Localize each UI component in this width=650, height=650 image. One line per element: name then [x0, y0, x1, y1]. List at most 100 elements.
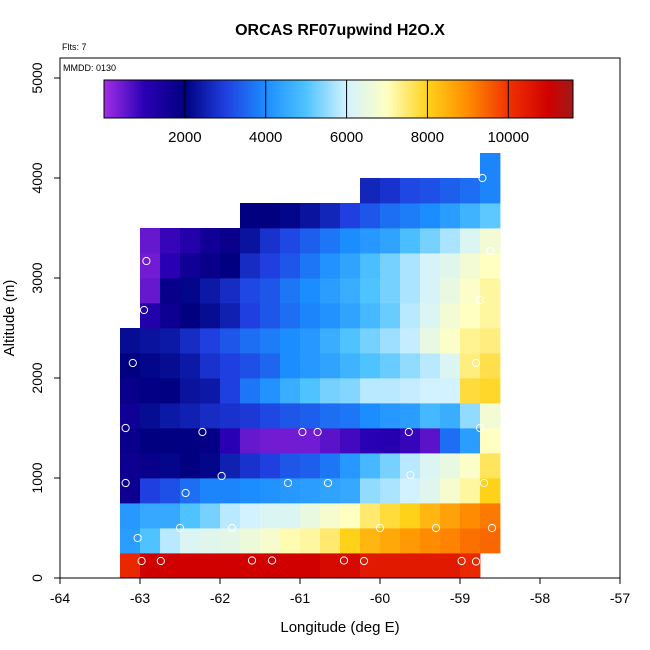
heatmap-cell: [300, 503, 321, 529]
heatmap-cell: [480, 278, 501, 304]
heatmap-cell: [200, 353, 221, 379]
sample-point: [121, 423, 130, 433]
sample-point: [339, 556, 349, 565]
heatmap-cell: [460, 278, 481, 304]
heatmap-cell: [320, 253, 341, 279]
heatmap-cell: [380, 353, 401, 379]
heatmap-cell: [240, 353, 261, 379]
date-annotation: MMDD: 0130: [63, 63, 116, 73]
heatmap-cell: [420, 478, 441, 504]
heatmap-cell: [420, 178, 441, 204]
heatmap-cell: [340, 228, 361, 254]
heatmap-cell: [440, 528, 461, 554]
heatmap-cell: [160, 453, 181, 479]
y-tick-label: 2000: [29, 362, 45, 393]
heatmap-cell: [300, 528, 321, 554]
heatmap-cell: [140, 478, 161, 504]
sample-point: [247, 556, 257, 565]
heatmap-cell: [480, 353, 501, 379]
heatmap-cell: [160, 228, 181, 254]
heatmap-cell: [420, 203, 441, 229]
heatmap-cell: [220, 553, 241, 579]
heatmap-cell: [200, 303, 221, 329]
x-tick-label: -60: [370, 590, 390, 606]
heatmap-cell: [340, 528, 361, 554]
heatmap-cell: [460, 528, 481, 554]
x-tick-label: -58: [530, 590, 550, 606]
colorbar-gradient: [103, 79, 574, 119]
heatmap-cell: [380, 278, 401, 304]
heatmap-cell: [380, 203, 401, 229]
heatmap-cell: [340, 303, 361, 329]
sample-point: [142, 256, 151, 266]
sample-point: [133, 533, 142, 543]
heatmap-cell: [460, 353, 481, 379]
heatmap-cell: [140, 453, 161, 479]
heatmap-cell: [180, 528, 201, 554]
heatmap-cell: [140, 403, 161, 429]
heatmap-cell: [300, 278, 321, 304]
heatmap-cell: [240, 428, 261, 454]
heatmap-cell: [360, 228, 381, 254]
heatmap-cell: [220, 328, 241, 354]
heatmap-cell: [260, 328, 281, 354]
heatmap-cell: [360, 428, 381, 454]
heatmap-cell: [160, 553, 181, 579]
heatmap-cell: [280, 428, 301, 454]
x-tick-label: -62: [210, 590, 230, 606]
heatmap-cell: [380, 303, 401, 329]
heatmap-cell: [240, 528, 261, 554]
heatmap-cell: [320, 503, 341, 529]
heatmap-cell: [380, 478, 401, 504]
heatmap-cell: [280, 253, 301, 279]
sample-point: [478, 173, 487, 183]
heatmap-cell: [200, 403, 221, 429]
sample-point: [471, 358, 481, 368]
heatmap-cell: [200, 503, 221, 529]
sample-point: [471, 557, 481, 566]
heatmap-cell: [420, 528, 441, 554]
heatmap-cell: [300, 328, 321, 354]
heatmap-cell: [280, 453, 301, 479]
x-axis: -64 -63 -62 -61 -60 -59 -58 -57: [50, 578, 630, 606]
heatmap-cell: [220, 478, 241, 504]
heatmap-cell: [340, 328, 361, 354]
heatmap-cell: [200, 553, 221, 579]
sample-point: [298, 427, 307, 437]
heatmap-cell: [240, 378, 261, 404]
heatmap-cell: [180, 278, 201, 304]
heatmap-cell: [420, 328, 441, 354]
heatmap-cell: [420, 553, 441, 579]
heatmap-cell: [380, 228, 401, 254]
heatmap-cell: [160, 328, 181, 354]
heatmap-cell: [280, 328, 301, 354]
heatmap-cell: [320, 528, 341, 554]
heatmap-cell: [340, 353, 361, 379]
heatmap-cell: [280, 553, 301, 579]
heatmap-cell: [160, 378, 181, 404]
heatmap-cell: [240, 278, 261, 304]
heatmap-cell: [260, 403, 281, 429]
heatmap-cell: [240, 453, 261, 479]
heatmap-cell: [440, 353, 461, 379]
heatmap-cell: [300, 303, 321, 329]
heatmap-cell: [280, 528, 301, 554]
heatmap-cell: [440, 428, 461, 454]
colorbar-tick-label: 4000: [249, 129, 282, 146]
heatmap-cell: [320, 328, 341, 354]
heatmap-cell: [440, 478, 461, 504]
heatmap-cell: [300, 428, 321, 454]
heatmap-cell: [440, 178, 461, 204]
heatmap-cell: [120, 528, 141, 554]
heatmap-cell: [120, 453, 141, 479]
heatmap-cell: [140, 353, 161, 379]
heatmap-cell: [240, 328, 261, 354]
sample-point: [404, 427, 413, 437]
heatmap-cell: [340, 553, 361, 579]
heatmap-cell: [480, 253, 501, 279]
heatmap-cell: [260, 503, 281, 529]
heatmap-cell: [480, 403, 501, 429]
heatmap-cell: [380, 528, 401, 554]
heatmap-cell: [260, 453, 281, 479]
